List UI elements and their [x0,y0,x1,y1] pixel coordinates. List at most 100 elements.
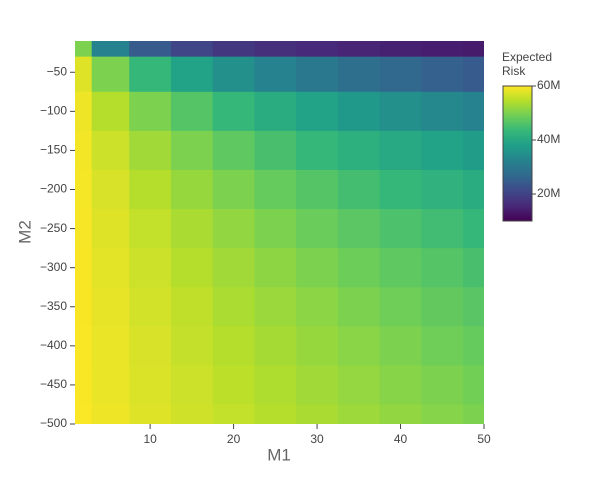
contour-cell [170,365,214,405]
y-tick-label: −100 [40,104,67,118]
contour-cell [421,130,464,171]
colorbar-tick-label: 40M [537,132,560,146]
contour-cell [296,169,339,210]
contour-cell [463,209,484,249]
contour-cell [170,56,214,93]
contour-cell [296,41,339,58]
contour-cell [75,365,93,405]
contour-cell [75,326,93,366]
contour-cell [91,91,130,132]
contour-cell [463,169,484,210]
contour-cell [254,169,297,210]
contour-cell [421,404,464,424]
contour-cell [170,248,214,288]
contour-cell [129,91,172,132]
contour-cell [254,248,297,288]
contour-cell [421,365,464,405]
contour-cell [212,91,255,132]
contour-cell [421,248,464,288]
x-tick-label: 50 [477,432,491,446]
y-tick-label: −450 [40,377,67,391]
contour-cell [91,287,130,327]
contour-cell [75,169,93,210]
colorbar [502,85,533,222]
contour-cell [91,130,130,171]
contour-cell [170,169,214,210]
contour-cell [212,326,255,366]
contour-field [75,41,484,424]
contour-cell [254,130,297,171]
contour-cell [170,209,214,249]
y-tick-label: −250 [40,221,67,235]
contour-cell [463,326,484,366]
contour-cell [463,248,484,288]
contour-cell [379,91,422,132]
contour-cell [75,41,93,58]
contour-cell [129,169,172,210]
contour-cell [337,209,381,249]
contour-cell [379,56,422,93]
contour-cell [254,91,297,132]
contour-cell [379,326,422,366]
contour-cell [129,56,172,93]
y-tick-label: −350 [40,299,67,313]
contour-cell [296,326,339,366]
contour-cell [463,365,484,405]
x-tick-label: 20 [227,432,241,446]
contour-cell [337,91,381,132]
contour-cell [212,209,255,249]
contour-cell [337,326,381,366]
y-tick-label: −200 [40,182,67,196]
contour-cell [421,169,464,210]
contour-cell [75,130,93,171]
contour-cell [463,404,484,424]
contour-cell [129,287,172,327]
contour-cell [91,404,130,424]
contour-cell [337,287,381,327]
contour-cell [379,404,422,424]
contour-cell [379,287,422,327]
contour-cell [337,169,381,210]
contour-cell [212,169,255,210]
contour-cell [170,326,214,366]
contour-cell [170,130,214,171]
contour-cell [337,248,381,288]
contour-cell [254,404,297,424]
contour-cell [337,404,381,424]
contour-cell [91,169,130,210]
contour-cell [379,130,422,171]
contour-cell [75,209,93,249]
contour-cell [337,56,381,93]
contour-cell [91,209,130,249]
x-tick-label: 30 [310,432,324,446]
contour-cell [379,248,422,288]
contour-cell [91,41,130,58]
x-tick-label: 40 [394,432,408,446]
contour-cell [379,365,422,405]
contour-cell [75,91,93,132]
contour-cell [129,326,172,366]
contour-cell [421,91,464,132]
contour-cell [129,209,172,249]
contour-cell [170,287,214,327]
contour-cell [91,365,130,405]
contour-cell [296,56,339,93]
contour-cell [212,248,255,288]
contour-cell [337,130,381,171]
contour-cell [75,56,93,93]
contour-cell [212,56,255,93]
y-axis-title: M2 [15,220,34,244]
contour-cell [296,91,339,132]
contour-cell [129,404,172,424]
contour-cell [91,56,130,93]
y-tick-label: −500 [40,416,67,430]
contour-cell [212,130,255,171]
contour-cell [170,91,214,132]
contour-cell [254,209,297,249]
contour-cell [421,287,464,327]
colorbar-tick-label: 20M [537,186,560,200]
contour-cell [254,41,297,58]
contour-cell [463,41,484,58]
